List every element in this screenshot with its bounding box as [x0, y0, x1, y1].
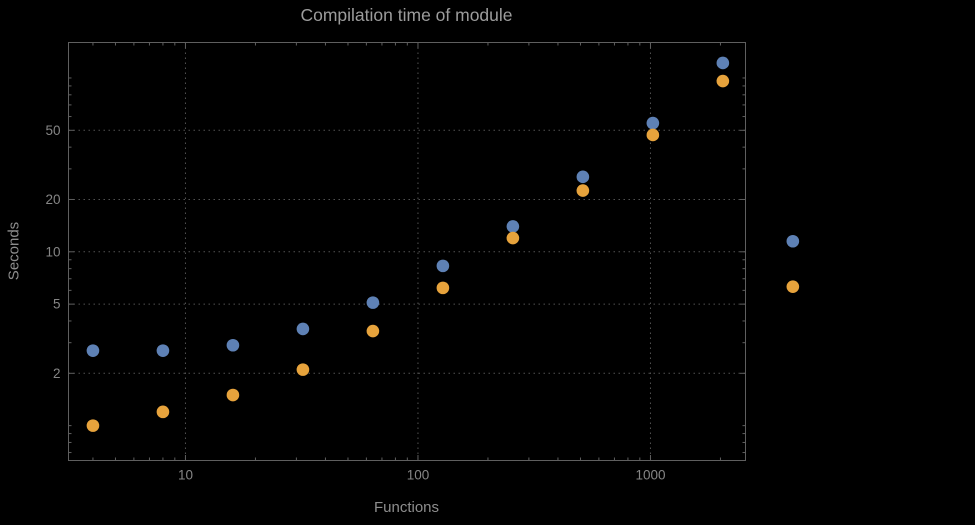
chart-title: Compilation time of module	[300, 5, 513, 25]
data-point-orange-x1024	[646, 128, 660, 142]
data-point-orange-x512	[576, 184, 590, 197]
y-tick-label-2: 2	[53, 366, 61, 381]
data-point-blue-x16	[226, 338, 240, 352]
data-point-blue-x1024	[646, 116, 660, 130]
data-point-blue-x512	[576, 170, 590, 184]
data-point-blue-x4	[86, 344, 100, 357]
x-axis-label: Functions	[373, 499, 440, 516]
data-point-orange-x256	[506, 231, 520, 245]
data-point-orange-x8	[156, 405, 170, 419]
x-tick-label-10: 10	[178, 468, 193, 483]
data-point-orange-x2048	[716, 74, 730, 88]
data-point-orange-x4096	[786, 280, 800, 293]
y-tick-label-50: 50	[45, 123, 60, 138]
data-point-orange-x4	[86, 419, 100, 432]
data-point-blue-x64	[366, 296, 380, 309]
data-point-orange-x128	[436, 281, 450, 295]
x-tick-label-100: 100	[407, 468, 430, 483]
y-tick-label-5: 5	[53, 297, 61, 312]
data-point-blue-x256	[506, 220, 520, 233]
data-point-orange-x64	[366, 324, 380, 338]
data-point-orange-x16	[226, 388, 240, 402]
data-point-orange-x32	[296, 363, 310, 376]
data-point-blue-x2048	[716, 56, 730, 70]
y-tick-label-10: 10	[45, 244, 60, 259]
data-point-blue-x4096	[786, 234, 800, 248]
data-point-blue-x8	[156, 344, 170, 357]
x-tick-label-1000: 1000	[635, 468, 665, 483]
data-point-blue-x128	[436, 259, 450, 273]
y-tick-label-20: 20	[45, 192, 60, 207]
data-point-blue-x32	[296, 322, 310, 336]
